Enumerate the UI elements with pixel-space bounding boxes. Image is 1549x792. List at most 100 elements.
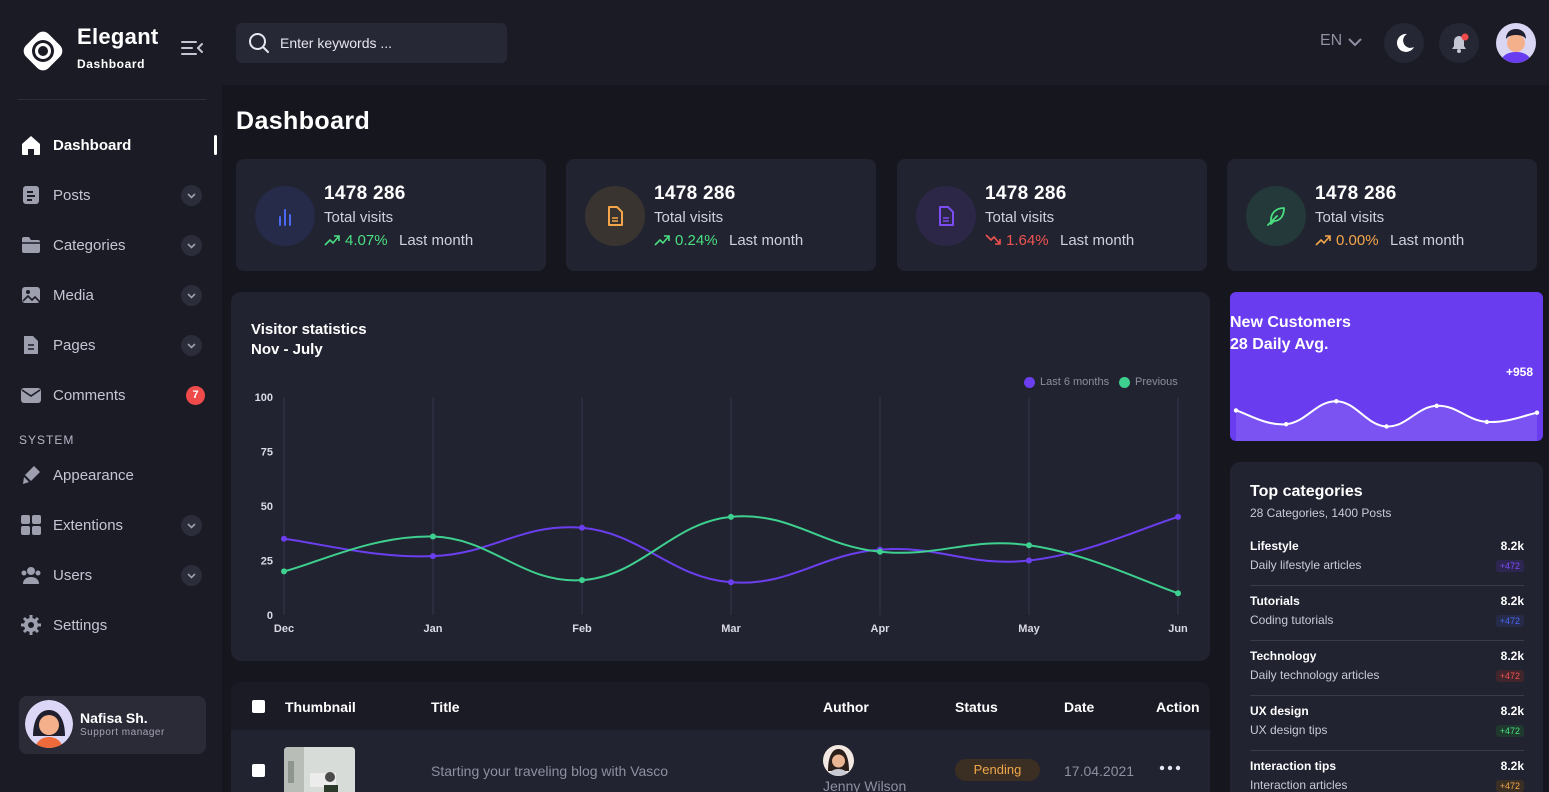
row-divider bbox=[1250, 695, 1524, 696]
category-row[interactable]: Technology Daily technology articles 8.2… bbox=[1250, 649, 1524, 704]
chevron-down-icon[interactable] bbox=[181, 565, 202, 586]
collapse-menu-icon[interactable] bbox=[180, 38, 204, 58]
sidebar-item-label: Dashboard bbox=[53, 136, 132, 154]
stat-icon-circle bbox=[916, 186, 976, 246]
avatar bbox=[25, 700, 73, 748]
column-header-date[interactable]: Date bbox=[1064, 699, 1095, 715]
column-header-thumbnail[interactable]: Thumbnail bbox=[285, 699, 356, 715]
stat-change: 1.64% bbox=[1006, 232, 1049, 249]
category-value: 8.2k bbox=[1500, 759, 1524, 773]
sidebar-item-pages[interactable]: Pages bbox=[0, 325, 222, 365]
category-desc: UX design tips bbox=[1250, 723, 1328, 737]
sparkline-point bbox=[1384, 424, 1389, 429]
trend-down-icon bbox=[985, 234, 1001, 245]
trend-up-icon bbox=[324, 235, 340, 246]
sidebar-divider bbox=[18, 99, 206, 100]
stat-value: 1478 286 bbox=[985, 183, 1067, 204]
posts-table: Thumbnail Title Author Status Date Actio… bbox=[231, 682, 1210, 792]
search-icon bbox=[249, 33, 269, 53]
sparkline-point bbox=[1534, 410, 1540, 415]
sidebar-item-posts[interactable]: Posts bbox=[0, 175, 222, 215]
column-header-title[interactable]: Title bbox=[431, 699, 460, 715]
stat-change: 0.24% bbox=[675, 232, 718, 249]
user-role: Support manager bbox=[80, 727, 165, 738]
category-row[interactable]: UX design UX design tips 8.2k +472 bbox=[1250, 704, 1524, 759]
file-icon bbox=[608, 206, 623, 226]
sidebar-item-appearance[interactable]: Appearance bbox=[0, 455, 222, 495]
chevron-down-icon[interactable] bbox=[181, 285, 202, 306]
post-title[interactable]: Starting your traveling blog with Vasco bbox=[431, 763, 669, 779]
stat-period: Last month bbox=[1060, 232, 1135, 249]
active-indicator bbox=[214, 135, 217, 155]
category-value: 8.2k bbox=[1500, 704, 1524, 718]
language-selector[interactable]: EN bbox=[1320, 32, 1343, 49]
notifications-button[interactable] bbox=[1439, 23, 1479, 63]
more-options-icon[interactable] bbox=[1159, 762, 1181, 774]
category-name: UX design bbox=[1250, 704, 1309, 718]
legend-label: Previous bbox=[1135, 376, 1178, 388]
stat-label: Total visits bbox=[1315, 209, 1385, 226]
chevron-down-icon[interactable] bbox=[181, 235, 202, 256]
sparkline-line bbox=[1235, 400, 1538, 428]
column-header-status[interactable]: Status bbox=[955, 699, 998, 715]
stat-icon-circle bbox=[255, 186, 315, 246]
data-point bbox=[579, 577, 585, 584]
data-point bbox=[1175, 590, 1181, 597]
stat-value: 1478 286 bbox=[654, 183, 736, 204]
legend-label: Last 6 months bbox=[1040, 376, 1110, 388]
x-tick-label: Jan bbox=[424, 623, 443, 635]
stat-change: 0.00% bbox=[1336, 232, 1379, 249]
sidebar-item-label: Appearance bbox=[53, 466, 134, 484]
data-point bbox=[728, 579, 734, 586]
x-tick-label: Dec bbox=[274, 623, 294, 635]
sidebar-item-dashboard[interactable]: Dashboard bbox=[0, 125, 222, 165]
chevron-down-icon[interactable] bbox=[181, 515, 202, 536]
topbar: EN bbox=[222, 0, 1549, 85]
brand[interactable]: Elegant Dashboard bbox=[18, 22, 208, 78]
chevron-down-icon[interactable] bbox=[1347, 36, 1363, 48]
user-name: Nafisa Sh. bbox=[80, 710, 148, 726]
row-checkbox[interactable] bbox=[252, 764, 265, 777]
stat-label: Total visits bbox=[654, 209, 724, 226]
sidebar-item-categories[interactable]: Categories bbox=[0, 225, 222, 265]
search-box[interactable] bbox=[236, 23, 507, 63]
category-delta-badge: +472 bbox=[1495, 560, 1524, 572]
sidebar-item-extentions[interactable]: Extentions bbox=[0, 505, 222, 545]
avatar[interactable] bbox=[1496, 23, 1536, 63]
search-input[interactable] bbox=[280, 23, 500, 63]
stat-value: 1478 286 bbox=[324, 183, 406, 204]
post-thumbnail[interactable] bbox=[284, 747, 355, 792]
column-header-author[interactable]: Author bbox=[823, 699, 869, 715]
y-tick-label: 50 bbox=[261, 501, 273, 513]
data-point bbox=[1026, 542, 1032, 549]
top-categories-subtitle: 28 Categories, 1400 Posts bbox=[1250, 506, 1392, 520]
sparkline-point bbox=[1434, 403, 1439, 408]
category-name: Lifestyle bbox=[1250, 539, 1299, 553]
category-row[interactable]: Interaction tips Interaction articles 8.… bbox=[1250, 759, 1524, 792]
chevron-down-icon[interactable] bbox=[181, 335, 202, 356]
users-icon bbox=[21, 567, 41, 584]
file-icon bbox=[939, 206, 954, 226]
chevron-down-icon[interactable] bbox=[181, 185, 202, 206]
sidebar-item-label: Users bbox=[53, 566, 93, 584]
current-user-card[interactable]: Nafisa Sh. Support manager bbox=[19, 696, 206, 754]
sidebar-item-settings[interactable]: Settings bbox=[0, 605, 222, 645]
brush-icon bbox=[23, 466, 40, 484]
category-row[interactable]: Tutorials Coding tutorials 8.2k +472 bbox=[1250, 594, 1524, 649]
column-header-action: Action bbox=[1156, 699, 1200, 715]
stat-change: 4.07% bbox=[345, 232, 388, 249]
y-tick-label: 100 bbox=[255, 392, 273, 404]
sidebar-item-comments[interactable]: Comments 7 bbox=[0, 375, 222, 415]
sidebar-item-users[interactable]: Users bbox=[0, 555, 222, 595]
sidebar-item-media[interactable]: Media bbox=[0, 275, 222, 315]
category-desc: Daily technology articles bbox=[1250, 668, 1380, 682]
data-point bbox=[430, 533, 436, 540]
category-desc: Coding tutorials bbox=[1250, 613, 1334, 627]
x-tick-label: May bbox=[1018, 623, 1040, 635]
new-customers-card: New Customers 28 Daily Avg. +958 bbox=[1230, 292, 1543, 441]
stat-period: Last month bbox=[399, 232, 474, 249]
sidebar-item-label: Extentions bbox=[53, 516, 124, 534]
dark-mode-toggle[interactable] bbox=[1384, 23, 1424, 63]
select-all-checkbox[interactable] bbox=[252, 700, 265, 713]
category-row[interactable]: Lifestyle Daily lifestyle articles 8.2k … bbox=[1250, 539, 1524, 594]
